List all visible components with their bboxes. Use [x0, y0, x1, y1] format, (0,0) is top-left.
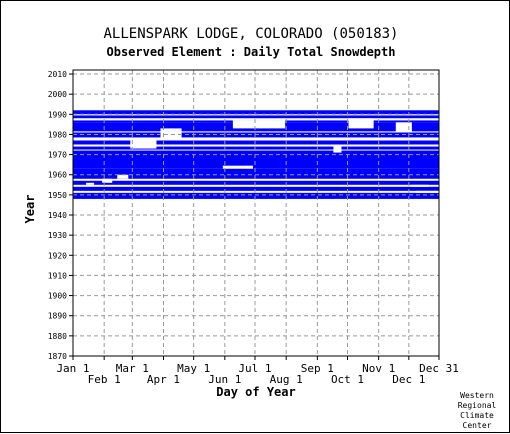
x-tick-label: Apr 1	[147, 373, 180, 386]
x-tick-label: Nov 1	[362, 362, 395, 375]
coverage-band	[73, 115, 439, 119]
y-tick-label: 2000	[48, 90, 67, 99]
coverage-band	[73, 146, 439, 150]
missing-data-block	[73, 137, 439, 141]
missing-data-block	[395, 122, 412, 133]
y-tick-label: 1970	[48, 151, 67, 160]
missing-data-block	[333, 146, 342, 153]
coverage-band	[73, 132, 439, 138]
plot-area	[72, 69, 440, 357]
y-axis-label: Year	[23, 195, 37, 224]
credit-line-1: Western	[460, 391, 494, 400]
y-tick-label: 1930	[48, 231, 67, 240]
missing-data-block	[415, 190, 439, 193]
x-tick-label: Sep 1	[301, 362, 334, 375]
chart-subtitle: Observed Element : Daily Total Snowdepth	[107, 45, 396, 59]
coverage-band	[73, 110, 439, 115]
missing-data-block	[232, 120, 286, 129]
x-tick-label: Jan 1	[56, 362, 89, 375]
y-tick-label: 1880	[48, 332, 67, 341]
y-tick-label: 1950	[48, 191, 67, 200]
coverage-band	[73, 186, 439, 191]
x-tick-label: May 1	[177, 362, 210, 375]
credit-line-3: Climate	[460, 411, 494, 420]
y-tick-label: 1990	[48, 110, 67, 119]
x-tick-label: Jun 1	[208, 373, 241, 386]
missing-data-block	[410, 184, 429, 187]
x-tick-label: Dec 1	[392, 373, 425, 386]
axis-layer: 1870 1880 1890 1900 1910 1920 1930 1940 1950 1960…	[48, 70, 459, 386]
x-tick-label: Jul 1	[238, 362, 271, 375]
missing-data-block	[348, 118, 374, 129]
missing-data-block	[73, 131, 439, 133]
x-axis-label: Day of Year	[216, 385, 295, 399]
y-tick-label: 1900	[48, 292, 67, 301]
y-tick-label: 1980	[48, 130, 67, 139]
missing-data-block	[73, 144, 439, 147]
y-tick-label: 1890	[48, 312, 67, 321]
y-tick-label: 2010	[48, 70, 67, 79]
missing-data-block	[222, 165, 253, 169]
coverage-band	[73, 192, 439, 199]
missing-data-block	[73, 114, 439, 116]
x-tick-label: Feb 1	[88, 373, 121, 386]
y-tick-label: 1910	[48, 271, 67, 280]
y-tick-label: 1920	[48, 251, 67, 260]
x-tick-label: Aug 1	[270, 373, 303, 386]
y-tick-label: 1940	[48, 211, 67, 220]
coverage-band	[73, 180, 439, 185]
missing-data-block	[86, 182, 95, 185]
chart-title: ALLENSPARK LODGE, COLORADO (050183)	[103, 26, 398, 42]
missing-data-block	[160, 128, 182, 139]
credit-line-4: Center	[463, 421, 492, 430]
missing-data-block	[73, 118, 439, 121]
y-tick-label: 1960	[48, 171, 67, 180]
x-tick-label: Mar 1	[116, 362, 149, 375]
credit-line-2: Regional	[458, 401, 497, 410]
y-tick-label: 1870	[48, 352, 67, 361]
x-tick-label: Oct 1	[331, 373, 364, 386]
missing-data-block	[102, 178, 113, 183]
coverage-band	[73, 168, 439, 179]
x-tick-label: Dec 31	[419, 362, 459, 375]
coverage-band	[73, 140, 439, 145]
missing-data-block	[117, 174, 129, 179]
missing-data-block	[130, 138, 157, 149]
coverage-band	[73, 150, 439, 169]
